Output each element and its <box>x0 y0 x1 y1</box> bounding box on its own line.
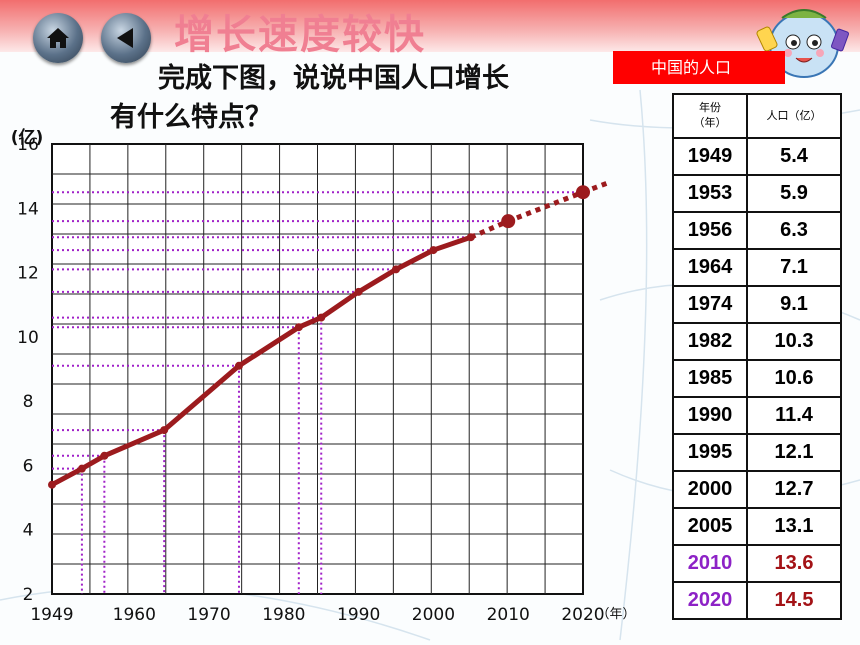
cell-population: 5.4 <box>746 137 842 176</box>
cell-population: 12.1 <box>746 433 842 472</box>
table-row: 2005 13.1 <box>672 507 842 546</box>
data-point <box>466 233 475 242</box>
cell-population: 13.6 <box>746 544 842 583</box>
data-point <box>100 451 109 460</box>
home-button[interactable] <box>33 13 83 63</box>
cell-year: 1982 <box>672 322 748 361</box>
x-tick-label: 1970 <box>187 605 230 625</box>
table-header-row: 年份 （年） 人口（亿） <box>672 93 842 139</box>
cell-population: 5.9 <box>746 174 842 213</box>
table-row: 1949 5.4 <box>672 137 842 176</box>
x-tick-label: 1949 <box>30 605 73 625</box>
table-row: 1990 11.4 <box>672 396 842 435</box>
y-axis-label: (亿) <box>11 127 44 148</box>
cell-population: 6.3 <box>746 211 842 250</box>
question-line-1: 完成下图，说说中国人口增长 <box>158 63 509 94</box>
table-row: 1974 9.1 <box>672 285 842 324</box>
data-point-projected <box>501 214 516 229</box>
table-row: 1956 6.3 <box>672 211 842 250</box>
x-tick-label: 2020 <box>561 605 604 625</box>
x-axis-label: （年） <box>596 607 635 622</box>
population-chart: 2 4 6 8 10 12 14 16 1949 1960 1970 1980 1990 2000 2010… <box>11 127 636 625</box>
cell-population: 10.6 <box>746 359 842 398</box>
cell-year: 2010 <box>672 544 748 583</box>
table-row: 1964 7.1 <box>672 248 842 287</box>
cell-year: 1974 <box>672 285 748 324</box>
cell-year: 1995 <box>672 433 748 472</box>
data-point <box>317 313 326 322</box>
cell-population: 9.1 <box>746 285 842 324</box>
table-row: 2020 14.5 <box>672 581 842 620</box>
x-tick-label: 2000 <box>412 605 455 625</box>
table-row: 2010 13.6 <box>672 544 842 583</box>
data-point <box>160 426 169 435</box>
x-tick-label: 2010 <box>487 605 530 625</box>
table-row: 1985 10.6 <box>672 359 842 398</box>
y-tick-label: 6 <box>23 456 34 476</box>
cell-year: 1964 <box>672 248 748 287</box>
table-row: 1953 5.9 <box>672 174 842 213</box>
data-point <box>354 287 363 296</box>
population-table: 年份 （年） 人口（亿） 1949 5.4 1953 5.9 1956 6.3 1964 7.… <box>672 93 842 620</box>
cell-year: 1985 <box>672 359 748 398</box>
cell-population: 14.5 <box>746 581 842 620</box>
question-line-2: 有什么特点？ <box>110 102 272 133</box>
header-population: 人口（亿） <box>746 93 842 139</box>
data-point <box>294 323 303 332</box>
cell-population: 11.4 <box>746 396 842 435</box>
x-tick-label: 1990 <box>337 605 380 625</box>
cell-year: 1953 <box>672 174 748 213</box>
data-point <box>429 246 438 255</box>
cell-year: 2020 <box>672 581 748 620</box>
data-point-projected <box>576 185 590 200</box>
cell-year: 2000 <box>672 470 748 509</box>
y-tick-label: 8 <box>23 392 34 412</box>
cell-population: 12.7 <box>746 470 842 509</box>
cell-year: 2005 <box>672 507 748 546</box>
data-point <box>234 361 243 370</box>
table-row: 1982 10.3 <box>672 322 842 361</box>
lesson-title: 增长速度较快 <box>174 11 426 58</box>
data-point <box>77 464 86 473</box>
cell-year: 1949 <box>672 137 748 176</box>
back-button[interactable] <box>101 13 151 63</box>
cell-population: 13.1 <box>746 507 842 546</box>
table-banner: 中国的人口 <box>613 51 785 84</box>
table-row: 2000 12.7 <box>672 470 842 509</box>
cell-population: 7.1 <box>746 248 842 287</box>
header-year: 年份 （年） <box>672 93 748 139</box>
y-tick-label: 4 <box>23 521 34 541</box>
x-tick-label: 1980 <box>262 605 305 625</box>
cell-year: 1990 <box>672 396 748 435</box>
mascot-icon <box>756 9 849 78</box>
y-tick-label: 10 <box>17 328 39 348</box>
table-row: 1995 12.1 <box>672 433 842 472</box>
data-point <box>392 265 401 274</box>
cell-population: 10.3 <box>746 322 842 361</box>
y-tick-label: 2 <box>23 585 34 605</box>
home-icon <box>47 28 69 48</box>
y-tick-label: 14 <box>17 199 39 219</box>
y-tick-label: 12 <box>17 264 39 284</box>
back-arrow-icon <box>117 28 133 48</box>
x-tick-label: 1960 <box>113 605 156 625</box>
data-point <box>48 480 56 489</box>
cell-year: 1956 <box>672 211 748 250</box>
y-tick-label: 16 <box>17 135 39 155</box>
